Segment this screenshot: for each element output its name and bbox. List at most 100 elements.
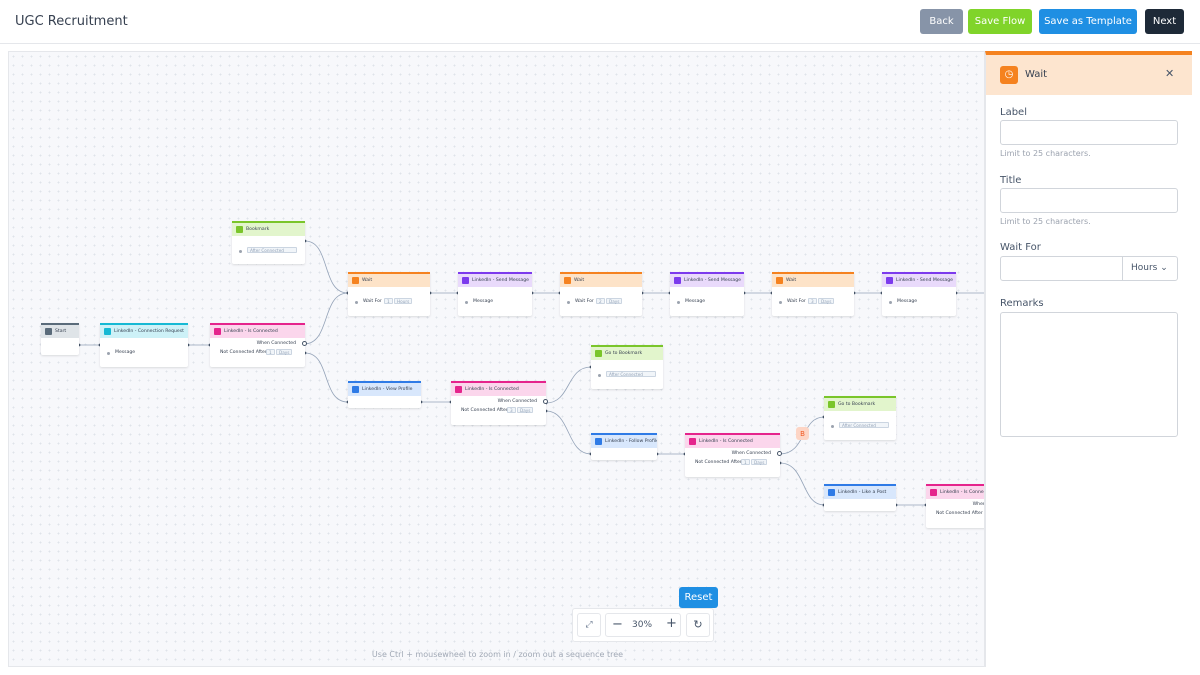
amount-box: 2: [596, 298, 605, 304]
reset-button[interactable]: ↻: [686, 613, 710, 637]
flow-node[interactable]: Wait Wait For 2 Days: [560, 272, 642, 316]
panel-header: ◷ Wait ✕: [986, 55, 1192, 95]
node-header: Wait: [348, 272, 430, 287]
branch-after: Not Connected After: [695, 460, 742, 465]
zoom-out[interactable]: −: [612, 617, 623, 632]
node-icon: [674, 277, 681, 284]
back-button[interactable]: Back: [920, 9, 963, 34]
row-field: Message: [897, 299, 918, 304]
node-icon: [45, 328, 52, 335]
amount-box: 3: [808, 298, 817, 304]
node-icon: [564, 277, 571, 284]
label-input[interactable]: [1000, 120, 1178, 145]
node-header: Go to Bookmark: [591, 345, 663, 360]
edge: [545, 366, 592, 404]
row-field: Wait For: [363, 299, 382, 304]
flow-node[interactable]: LinkedIn - Is Connected When Connected Not…: [210, 323, 307, 367]
flow-node[interactable]: Bookmark After Connected: [232, 221, 305, 264]
unit-value: Hours: [1131, 263, 1158, 273]
node-icon: [455, 386, 462, 393]
branch-badge: B: [796, 427, 809, 440]
node-header: LinkedIn - View Profile: [348, 381, 421, 396]
flow-node[interactable]: Go to Bookmark After Connected: [824, 396, 896, 440]
unit-box: Days: [517, 407, 534, 413]
amount-box: 1: [266, 349, 275, 355]
wait-icon: ◷: [1000, 66, 1018, 84]
zoom-hint: Use Ctrl + mousewheel to zoom in / zoom …: [371, 650, 624, 659]
node-header: LinkedIn - Like a Post: [824, 484, 896, 499]
flow-node[interactable]: Wait Wait For 3 Days: [772, 272, 854, 316]
node-label: Go to Bookmark: [838, 402, 876, 407]
node-header: LinkedIn - Send Message: [882, 272, 956, 287]
option-select: After Connected: [247, 247, 297, 253]
branch-after: Not Connected After: [220, 350, 267, 355]
option-select: After Connected: [606, 371, 656, 377]
flow-node[interactable]: LinkedIn - Is Connected When Connected Not…: [926, 484, 984, 528]
row-field: Message: [115, 350, 136, 355]
node-icon: [214, 328, 221, 335]
edge: [779, 462, 825, 506]
node-label: Go to Bookmark: [605, 351, 643, 356]
node-icon: [352, 386, 359, 393]
node-label: LinkedIn - Like a Post: [838, 490, 887, 495]
edge: [303, 292, 349, 345]
row-dot: [779, 301, 782, 304]
flow-node[interactable]: LinkedIn - Connection Request Message: [100, 323, 188, 367]
node-header: LinkedIn - Follow Profile: [591, 433, 657, 448]
zoom-group: − 30% +: [605, 613, 681, 637]
flow-node[interactable]: LinkedIn - Send Message Message: [458, 272, 532, 316]
field-label: Remarks: [1000, 298, 1044, 309]
branch-port: [543, 399, 548, 404]
branch-after: Not Connected After: [936, 511, 983, 516]
flow-node[interactable]: LinkedIn - Send Message Message: [882, 272, 956, 316]
field-label: Label: [1000, 107, 1027, 118]
zoom-in[interactable]: +: [666, 616, 677, 631]
reset-tooltip: Reset: [679, 587, 718, 608]
wait-input[interactable]: Hours ⌄: [1000, 256, 1178, 281]
node-icon: [352, 277, 359, 284]
branch-when: When Connected: [731, 451, 771, 456]
branch-when: When Connected: [256, 341, 296, 346]
node-label: Wait: [574, 278, 585, 283]
flow-canvas[interactable]: B Reset ⤢ − 30% + ↻ Use Ctrl + mousewhee…: [8, 51, 985, 667]
save-template-button[interactable]: Save as Template: [1039, 9, 1137, 34]
next-button[interactable]: Next: [1145, 9, 1184, 34]
unit-box: Hours: [394, 298, 413, 304]
flow-node[interactable]: LinkedIn - Send Message Message: [670, 272, 744, 316]
flow-node[interactable]: LinkedIn - Is Connected When Connected Not…: [451, 381, 548, 425]
flow-node[interactable]: LinkedIn - Follow Profile: [591, 433, 657, 460]
node-header: Go to Bookmark: [824, 396, 896, 411]
node-icon: [689, 438, 696, 445]
flow-node[interactable]: LinkedIn - Is Connected When Connected Not…: [685, 433, 782, 477]
node-label: LinkedIn - Send Message: [472, 278, 529, 283]
edge: [545, 410, 592, 455]
unit-select[interactable]: Hours ⌄: [1122, 257, 1178, 280]
node-label: Wait: [786, 278, 797, 283]
node-icon: [462, 277, 469, 284]
node-header: LinkedIn - Is Connected: [926, 484, 984, 499]
amount-box: 1: [741, 459, 750, 465]
fit-button[interactable]: ⤢: [577, 613, 601, 637]
row-field: Message: [473, 299, 494, 304]
node-label: LinkedIn - Send Message: [684, 278, 741, 283]
title-input[interactable]: [1000, 188, 1178, 213]
node-label: Wait: [362, 278, 373, 283]
flow-node[interactable]: LinkedIn - Like a Post: [824, 484, 896, 511]
node-header: LinkedIn - Is Connected: [451, 381, 546, 396]
edge: [304, 240, 349, 294]
flow-node[interactable]: LinkedIn - View Profile: [348, 381, 421, 408]
node-label: Start: [55, 329, 67, 334]
row-dot: [355, 301, 358, 304]
flow-node[interactable]: Go to Bookmark After Connected: [591, 345, 663, 389]
close-button[interactable]: ✕: [1165, 67, 1175, 80]
node-label: LinkedIn - Is Connected: [940, 490, 984, 495]
node-icon: [930, 489, 937, 496]
unit-box: Days: [818, 298, 835, 304]
unit-box: Days: [276, 349, 293, 355]
field-label: Wait For: [1000, 242, 1041, 253]
save-flow-button[interactable]: Save Flow: [968, 9, 1032, 34]
remarks-input[interactable]: [1000, 312, 1178, 437]
flow-node[interactable]: Wait Wait For 1 Hours: [348, 272, 430, 316]
flow-node[interactable]: Start: [41, 323, 79, 355]
